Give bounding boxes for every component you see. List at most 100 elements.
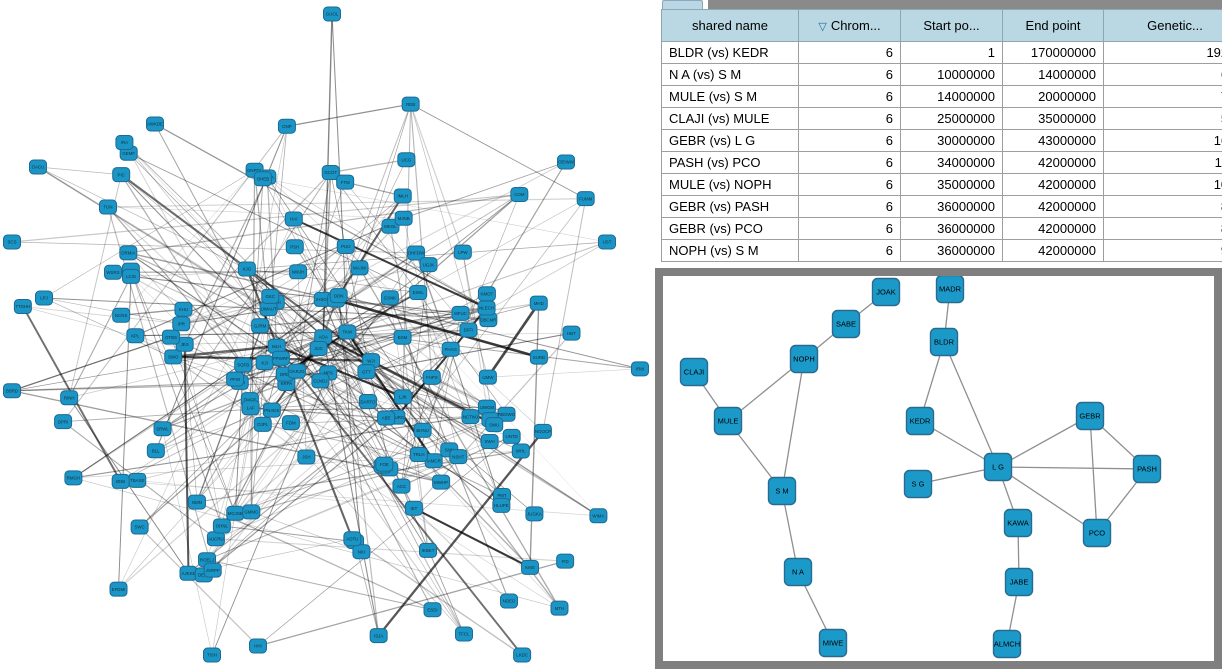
network-edge[interactable] [11,390,442,483]
cell-start[interactable]: 25000000 [900,107,1003,130]
table-row[interactable]: GEBR (vs) PASH636000000420000008.9 [661,195,1222,218]
network-node[interactable]: SCS [3,234,21,250]
cell-chromosome[interactable]: 6 [798,129,901,152]
network-edge[interactable] [267,176,544,432]
network-edge[interactable] [262,423,434,462]
network-edge[interactable] [73,416,471,479]
network-node-BLDR[interactable]: BLDR [929,327,959,357]
column-header-end-point[interactable]: End point [1002,9,1104,42]
network-node[interactable]: UGJK [419,257,438,273]
network-edge[interactable] [346,291,419,333]
network-edge[interactable] [296,172,332,372]
cell-chromosome[interactable]: 6 [798,217,901,240]
network-node[interactable]: BLL [146,443,165,459]
network-edge[interactable] [22,305,182,325]
network-edge[interactable] [11,381,240,392]
network-node-ALMCH[interactable]: ALMCH [992,629,1022,659]
network-edge[interactable] [269,296,429,551]
cell-end[interactable]: 20000000 [1002,85,1104,108]
network-edge[interactable] [206,559,433,611]
panel-tab[interactable] [662,0,703,9]
network-node-MULE[interactable]: MULE [713,406,743,436]
network-node[interactable]: BBRD [3,383,21,399]
network-node[interactable]: ESKL [409,285,428,301]
network-edge[interactable] [266,177,278,347]
cell-start[interactable]: 36000000 [900,195,1003,218]
network-node[interactable]: LPJ [35,290,53,306]
network-edge[interactable] [269,296,434,611]
network-edge[interactable] [487,368,641,378]
cell-shared_name[interactable]: BLDR (vs) KEDR [661,41,799,64]
network-node[interactable]: TKW [338,324,357,340]
table-row[interactable]: N A (vs) S M610000000140000006.6 [661,63,1222,86]
cell-genetic[interactable]: 9.9 [1103,239,1222,262]
network-node[interactable]: TISH [203,647,221,663]
cell-genetic[interactable]: 8.4 [1103,217,1222,240]
cell-chromosome[interactable]: 6 [798,151,901,174]
network-edge[interactable] [323,336,369,402]
network-node[interactable]: HHI [249,638,267,654]
network-edge[interactable] [130,269,223,527]
network-edge[interactable] [322,172,332,337]
network-edge[interactable] [347,331,491,420]
network-edge[interactable] [322,336,385,465]
network-node[interactable]: GKC [261,288,280,304]
overview-network-panel[interactable]: GUOL OACU AWKDE TUN LPJ TISH HHI TFCL NDEO UST OEI… [0,0,656,669]
network-edge[interactable] [290,241,608,424]
cell-chromosome[interactable]: 6 [798,173,901,196]
cell-end[interactable]: 42000000 [1002,195,1104,218]
network-node[interactable]: KMS [521,559,540,575]
network-node-GEBR[interactable]: GEBR [1075,401,1105,431]
network-edge[interactable] [11,336,172,392]
network-edge[interactable] [43,170,255,299]
network-node[interactable]: JUGKA [525,506,544,522]
network-node[interactable]: SWU [485,417,504,433]
network-edge[interactable] [410,104,433,378]
network-edge[interactable] [401,264,429,487]
network-edge[interactable] [183,344,190,574]
network-node[interactable]: SRWL [153,421,172,437]
cell-shared_name[interactable]: PASH (vs) PCO [661,151,799,174]
network-edge[interactable] [196,246,347,503]
network-edge[interactable] [260,307,487,327]
network-node[interactable]: OJPL [253,416,272,432]
cell-chromosome[interactable]: 6 [798,41,901,64]
network-edge[interactable] [286,103,411,127]
network-edge[interactable] [181,299,337,325]
network-edge[interactable] [293,218,387,419]
network-node-N A[interactable]: N A [783,557,813,587]
network-edge[interactable] [63,401,368,423]
network-node[interactable]: REB [401,96,420,112]
network-edge[interactable] [196,308,270,503]
network-node[interactable]: AJKKE [179,565,198,581]
cell-start[interactable]: 34000000 [900,151,1003,174]
network-edge[interactable] [322,336,369,402]
network-node[interactable]: SOFB [234,357,253,373]
network-edge[interactable] [322,336,380,636]
network-node[interactable]: BNB [111,473,130,489]
network-node[interactable]: MAJW [350,260,369,276]
network-edge[interactable] [181,295,271,325]
network-node[interactable]: ISJA [369,628,388,644]
cell-chromosome[interactable]: 6 [798,63,901,86]
network-edge[interactable] [242,299,337,366]
network-edge[interactable] [262,178,367,372]
network-edge[interactable] [246,268,419,293]
network-edge[interactable] [118,371,367,590]
network-node[interactable]: OACU [29,159,47,175]
cell-end[interactable]: 35000000 [1002,107,1104,130]
network-node[interactable]: NCNS [112,307,131,323]
network-edge[interactable] [251,511,362,553]
cell-genetic[interactable]: 5.9 [1103,107,1222,130]
network-edge[interactable] [347,198,586,333]
network-edge[interactable] [128,252,495,426]
network-node[interactable]: UWGM [477,399,496,415]
network-edge[interactable] [322,297,391,338]
table-row[interactable]: PASH (vs) PCO6340000004200000011.4 [661,151,1222,174]
column-header-shared-name[interactable]: shared name [661,9,799,42]
network-node[interactable]: DARTO [358,394,377,410]
network-edge[interactable] [239,195,404,383]
network-node[interactable]: LKDC [513,647,532,663]
network-edge[interactable] [389,194,520,299]
network-node[interactable]: LPW [453,244,472,260]
